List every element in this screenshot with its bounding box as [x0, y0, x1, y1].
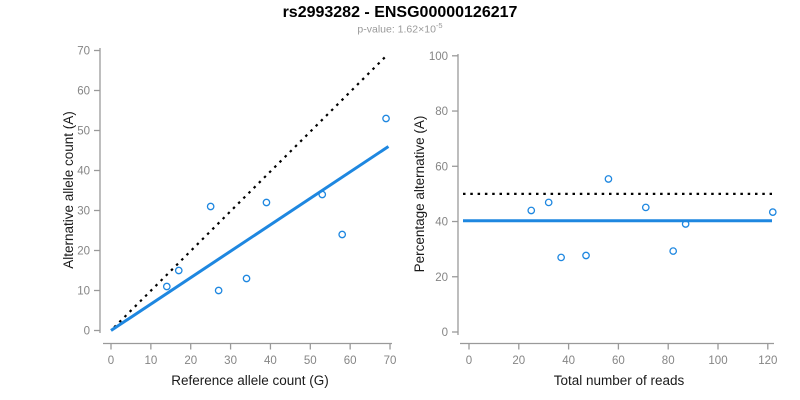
y-tick-label: 100 — [429, 51, 448, 63]
fit-line — [110, 145, 390, 332]
data-point-circle — [162, 282, 171, 291]
x-tick-label: 60 — [344, 355, 357, 367]
x-axis-title: Total number of reads — [554, 373, 685, 388]
y-tick-label: 30 — [77, 206, 90, 218]
p-value-text: p-value: 1.62×10 — [357, 23, 436, 36]
right-scatter-plot: 0 20 40 60 80 100 120 0 20 40 60 80 100 Total number … — [412, 51, 777, 388]
y-tick-label: 40 — [435, 217, 448, 229]
data-point-circle — [669, 247, 678, 255]
p-value-exponent: -5 — [435, 21, 443, 30]
data-point-circle — [582, 251, 590, 260]
x-axis-title: Reference allele count (G) — [171, 373, 329, 388]
y-tick-label: 70 — [77, 46, 90, 58]
x-tick-label: 20 — [512, 355, 525, 367]
data-point-circle — [242, 274, 251, 283]
figure-subtitle: p-value: 1.62×10-5 — [0, 21, 800, 36]
y-tick-label: 80 — [435, 106, 448, 118]
data-point-circle — [557, 253, 565, 262]
y-tick-label: 60 — [77, 86, 90, 98]
x-tick-label: 100 — [708, 355, 727, 367]
y-tick-label: 60 — [435, 161, 448, 173]
y-tick-label: 10 — [77, 286, 90, 298]
x-tick-label: 60 — [612, 355, 625, 367]
data-point-circle — [338, 230, 347, 239]
left-scatter-plot: 0 10 20 30 40 50 60 70 0 10 20 30 40 50 60 70 Reference … — [61, 46, 396, 389]
x-tick-label: 40 — [264, 355, 277, 367]
data-point-circle — [604, 175, 613, 183]
x-tick-label: 120 — [758, 355, 777, 367]
y-tick-label: 40 — [77, 166, 90, 178]
data-point-circle — [318, 190, 327, 199]
data-point-circle — [527, 206, 536, 215]
y-tick-label: 0 — [84, 326, 90, 338]
data-point-circle — [206, 202, 215, 211]
data-point-circle — [768, 208, 777, 216]
data-point-circle — [262, 198, 271, 207]
data-point-circle — [641, 203, 650, 212]
x-tick-label: 30 — [224, 355, 237, 367]
data-point-circle — [174, 266, 183, 275]
data-point-circle — [544, 198, 553, 207]
x-tick-label: 50 — [304, 355, 317, 367]
x-tick-label: 0 — [108, 355, 114, 367]
y-tick-label: 20 — [77, 246, 90, 258]
x-tick-label: 10 — [144, 355, 157, 367]
x-tick-label: 80 — [662, 355, 675, 367]
y-tick-label: 50 — [77, 126, 90, 138]
x-tick-label: 20 — [184, 355, 197, 367]
identity-line — [113, 55, 387, 329]
y-axis-title: Alternative allele count (A) — [61, 111, 76, 269]
x-tick-label: 40 — [562, 355, 575, 367]
y-axis-title: Percentage alternative (A) — [412, 116, 427, 273]
data-point-circle — [214, 286, 223, 295]
y-tick-label: 0 — [442, 327, 448, 339]
x-tick-label: 70 — [384, 355, 397, 367]
data-point-circle — [382, 114, 390, 123]
x-tick-label: 0 — [466, 355, 472, 367]
y-tick-label: 20 — [435, 272, 448, 284]
data-point-circle — [681, 220, 690, 228]
figure-title: rs2993282 - ENSG00000126217 — [282, 4, 518, 21]
